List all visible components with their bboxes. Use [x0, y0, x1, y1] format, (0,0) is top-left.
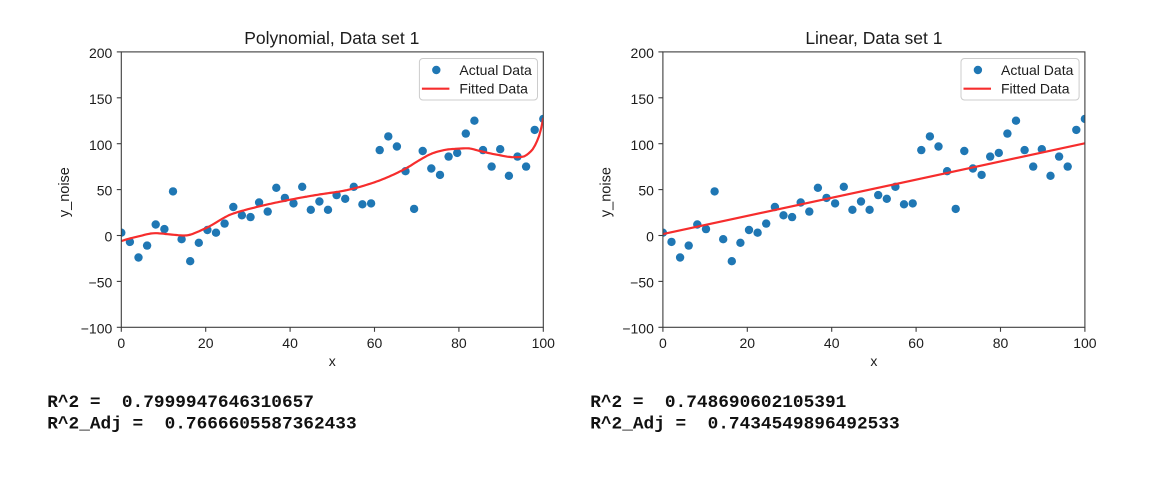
svg-text:50: 50: [97, 183, 113, 199]
svg-text:0: 0: [117, 335, 125, 351]
svg-text:−50: −50: [89, 275, 113, 291]
svg-text:100: 100: [89, 137, 113, 153]
svg-text:Actual Data: Actual Data: [459, 62, 532, 78]
svg-text:80: 80: [993, 335, 1009, 351]
svg-text:R^2_Adj = 0.7434549896492533: R^2_Adj = 0.7434549896492533: [590, 415, 899, 435]
svg-text:150: 150: [89, 91, 113, 107]
svg-text:R^2 = 0.7999947646310657: R^2 = 0.7999947646310657: [47, 393, 314, 413]
svg-text:150: 150: [631, 91, 655, 107]
svg-text:−100: −100: [622, 320, 654, 336]
svg-text:y_noise: y_noise: [598, 167, 614, 217]
svg-text:60: 60: [908, 335, 924, 351]
svg-text:60: 60: [367, 335, 383, 351]
svg-text:R^2_Adj = 0.7666605587362433: R^2_Adj = 0.7666605587362433: [47, 415, 356, 435]
svg-text:Polynomial, Data set 1: Polynomial, Data set 1: [244, 28, 419, 48]
svg-text:Fitted Data: Fitted Data: [1001, 81, 1070, 97]
svg-text:100: 100: [631, 137, 655, 153]
svg-text:Fitted Data: Fitted Data: [459, 81, 528, 97]
svg-text:20: 20: [198, 335, 214, 351]
svg-text:40: 40: [282, 335, 298, 351]
svg-text:x: x: [329, 353, 336, 369]
svg-text:Actual Data: Actual Data: [1001, 62, 1074, 78]
svg-text:200: 200: [89, 45, 113, 61]
svg-text:100: 100: [1073, 335, 1097, 351]
svg-text:0: 0: [659, 335, 667, 351]
svg-text:y_noise: y_noise: [57, 167, 73, 217]
svg-text:50: 50: [638, 183, 654, 199]
svg-text:200: 200: [631, 45, 655, 61]
svg-text:R^2 = 0.748690602105391: R^2 = 0.748690602105391: [590, 393, 846, 413]
svg-text:80: 80: [451, 335, 467, 351]
svg-text:Linear, Data set 1: Linear, Data set 1: [805, 28, 942, 48]
svg-text:x: x: [870, 353, 877, 369]
svg-text:20: 20: [740, 335, 756, 351]
svg-text:0: 0: [105, 229, 113, 245]
svg-text:−50: −50: [630, 275, 654, 291]
svg-text:0: 0: [646, 229, 654, 245]
svg-text:−100: −100: [81, 320, 113, 336]
svg-text:100: 100: [532, 335, 556, 351]
svg-text:40: 40: [824, 335, 840, 351]
